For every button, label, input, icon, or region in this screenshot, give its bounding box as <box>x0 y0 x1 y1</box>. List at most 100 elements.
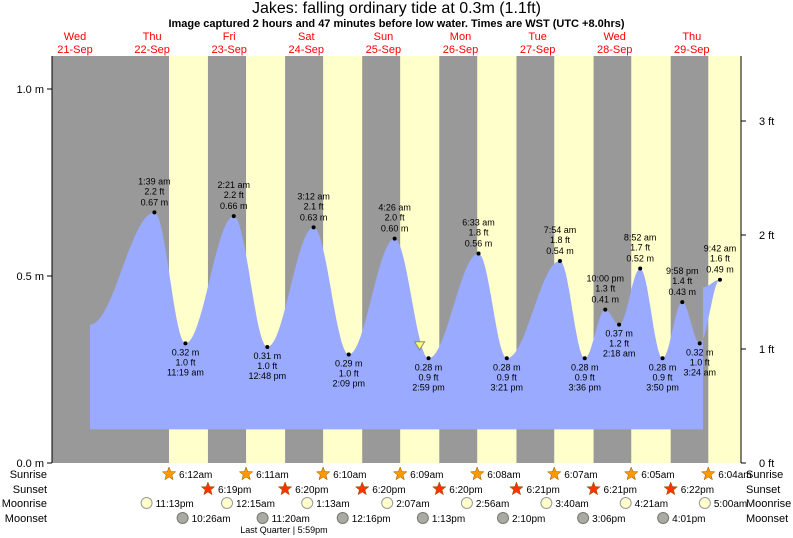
moonrise-time: 1:13am <box>316 499 349 510</box>
sunset-row-label-right: Sunset <box>746 484 780 496</box>
sunset-icon <box>663 481 679 496</box>
moonset-time: 4:01pm <box>672 514 705 525</box>
date-label: 26-Sep <box>443 44 478 56</box>
extreme-ft-label: 1.0 ft <box>690 357 711 367</box>
moonrise-icon <box>698 497 711 509</box>
extreme-time-label: 10:00 pm <box>587 274 625 284</box>
sunrise-icon <box>623 466 639 481</box>
sunset-time: 6:21pm <box>604 485 637 496</box>
moonrise-time: 3:40am <box>555 499 588 510</box>
moonrise-row-label: Moonrise <box>2 498 47 510</box>
extreme-ft-label: 2.2 ft <box>224 190 245 200</box>
extreme-point <box>582 356 587 361</box>
extreme-time-label: 2:18 am <box>603 349 636 359</box>
extreme-point <box>392 236 397 241</box>
date-label: 28-Sep <box>597 44 632 56</box>
day-label: Thu <box>682 31 701 43</box>
sunrise-time: 6:04am <box>718 470 751 481</box>
extreme-time-label: 1:39 am <box>138 176 171 186</box>
moonset-row-label: Moonset <box>5 513 47 525</box>
day-label: Thu <box>143 31 162 43</box>
right-axis-tick-label: 2 ft <box>759 230 774 242</box>
sunset-icon <box>200 481 216 496</box>
extreme-ft-label: 1.0 ft <box>339 369 360 379</box>
moonrise-icon <box>381 497 394 509</box>
moonrise-icon <box>221 497 234 509</box>
extreme-ft-label: 1.4 ft <box>672 276 693 286</box>
extreme-time-label: 9:42 am <box>704 244 737 254</box>
date-label: 24-Sep <box>289 44 324 56</box>
sunset-time: 6:20pm <box>295 485 328 496</box>
sunset-time: 6:22pm <box>681 485 714 496</box>
moonrise-time: 11:13pm <box>156 499 194 510</box>
sunrise-icon <box>161 466 177 481</box>
extreme-ft-label: 0.9 ft <box>653 372 674 382</box>
moonset-icon <box>336 512 349 524</box>
moonrise-icon <box>301 497 314 509</box>
sunrise-time: 6:07am <box>564 470 597 481</box>
sunset-icon <box>354 481 370 496</box>
extreme-time-label: 11:19 am <box>167 367 204 377</box>
extreme-ft-label: 1.3 ft <box>595 284 616 294</box>
extreme-ft-label: 1.0 ft <box>257 361 278 371</box>
moonrise-time: 2:56am <box>476 499 509 510</box>
moonrise-icon <box>540 497 553 509</box>
moonrise-icon <box>619 497 632 509</box>
extreme-time-label: 3:24 am <box>683 367 716 377</box>
sunset-time: 6:20pm <box>372 485 405 496</box>
moonset-icon <box>577 512 590 524</box>
day-label: Tue <box>528 31 547 43</box>
extreme-m-label: 0.32 m <box>686 347 714 357</box>
extreme-point <box>152 210 157 215</box>
extreme-point <box>231 214 236 219</box>
sunrise-icon <box>315 466 331 481</box>
moonset-icon <box>176 512 189 524</box>
extreme-ft-label: 1.6 ft <box>710 254 731 264</box>
moonrise-time: 2:07am <box>396 499 429 510</box>
right-axis-tick-label: 1 ft <box>759 344 774 356</box>
extreme-point <box>557 259 562 264</box>
day-label: Sat <box>298 31 315 43</box>
moonset-icon <box>497 512 510 524</box>
extreme-time-label: 8:52 am <box>624 233 657 243</box>
extreme-point <box>638 266 643 271</box>
page-subtitle: Image captured 2 hours and 47 minutes be… <box>168 18 625 30</box>
left-axis-tick-label: 0.0 m <box>16 458 44 470</box>
moonset-time: 1:13pm <box>432 514 465 525</box>
extreme-point <box>311 225 316 230</box>
extreme-ft-label: 0.9 ft <box>497 372 518 382</box>
date-label: 22-Sep <box>134 44 169 56</box>
extreme-time-label: 12:48 pm <box>249 371 287 381</box>
date-label: 29-Sep <box>674 44 709 56</box>
extreme-m-label: 0.41 m <box>592 295 620 305</box>
sunset-icon <box>586 481 601 496</box>
sunset-icon <box>431 481 447 496</box>
extreme-point <box>717 277 722 282</box>
day-label: Fri <box>223 31 236 43</box>
moonset-time: 12:16pm <box>352 514 391 525</box>
extreme-time-label: 3:50 pm <box>646 382 679 392</box>
sunset-icon <box>509 481 524 496</box>
extreme-ft-label: 1.8 ft <box>469 228 490 238</box>
extreme-ft-label: 1.2 ft <box>609 339 630 349</box>
extreme-m-label: 0.28 m <box>649 362 677 372</box>
date-label: 21-Sep <box>57 44 92 56</box>
day-label: Mon <box>450 31 471 43</box>
moonset-icon <box>256 512 269 524</box>
tide-area <box>90 212 720 430</box>
extreme-time-label: 4:26 am <box>378 203 411 213</box>
extreme-time-label: 7:54 am <box>544 225 577 235</box>
moonset-icon <box>657 512 670 524</box>
sunrise-time: 6:12am <box>179 470 212 481</box>
extreme-ft-label: 0.9 ft <box>419 372 440 382</box>
extreme-point <box>504 356 509 361</box>
extreme-m-label: 0.37 m <box>605 329 633 339</box>
extreme-m-label: 0.28 m <box>493 362 521 372</box>
moonset-icon <box>416 512 429 524</box>
extreme-point <box>680 300 685 305</box>
sunset-time: 6:20pm <box>449 485 482 496</box>
sunrise-time: 6:08am <box>487 470 520 481</box>
extreme-point <box>265 345 270 350</box>
extreme-ft-label: 2.1 ft <box>304 201 325 211</box>
extreme-time-label: 6:33 am <box>462 218 495 228</box>
